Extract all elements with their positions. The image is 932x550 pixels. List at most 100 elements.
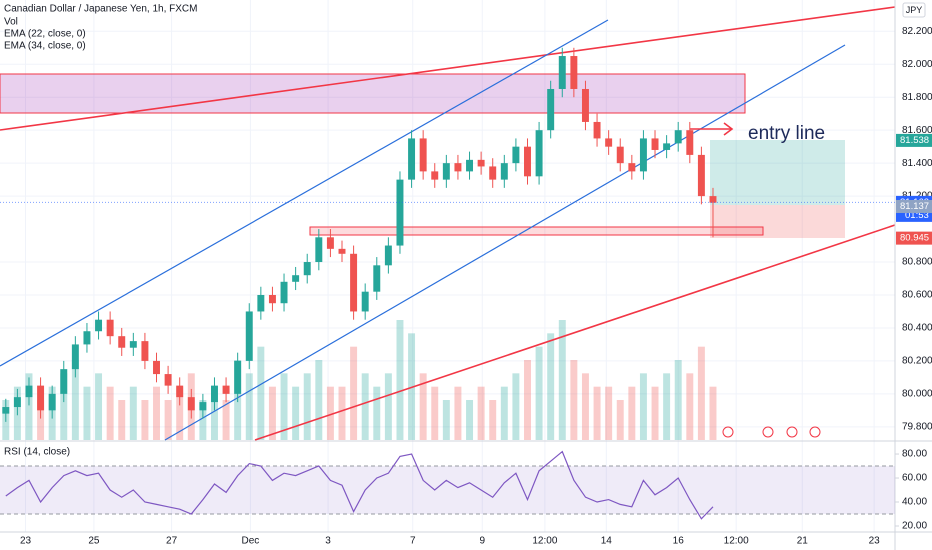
candle-body	[326, 237, 334, 249]
volume-bar	[535, 346, 543, 440]
volume-bar	[153, 386, 160, 440]
candle-body	[431, 171, 439, 180]
volume-bar	[83, 386, 91, 440]
volume-bar	[466, 400, 474, 440]
volume-bar	[384, 373, 392, 440]
rsi-band	[0, 466, 895, 515]
y-tick-label: 80.400	[902, 323, 932, 334]
event-icon[interactable]	[722, 426, 734, 438]
candle-body	[13, 397, 21, 408]
event-icon[interactable]	[786, 426, 798, 438]
volume-bar	[593, 386, 601, 440]
volume-bar	[303, 373, 311, 440]
candle-body	[153, 360, 160, 375]
candles	[2, 47, 717, 422]
volume-bar	[524, 360, 531, 440]
candle-body	[581, 88, 589, 122]
volume-bar	[338, 386, 346, 440]
candle-body	[663, 143, 671, 150]
x-tick-label: 25	[88, 536, 100, 547]
volume-bar	[222, 400, 230, 440]
candle-body	[71, 344, 79, 370]
candle-body	[60, 369, 68, 394]
y-tick-label: 81.800	[902, 92, 932, 103]
volume-bar	[373, 386, 381, 440]
x-tick-label: 27	[166, 536, 178, 547]
candle-body	[442, 163, 450, 180]
volume-bar	[199, 400, 207, 440]
candle-body	[292, 275, 300, 282]
y-tick-label: 80.000	[902, 388, 932, 399]
candle-body	[37, 385, 45, 411]
x-tick-label: 21	[797, 536, 809, 547]
candle-body	[512, 146, 520, 164]
candle-body	[373, 265, 381, 292]
candle-body	[2, 407, 10, 414]
volume-bar	[639, 373, 647, 440]
indicator-label: EMA (22, close, 0)	[4, 29, 86, 40]
indicator-label: EMA (34, close, 0)	[4, 41, 86, 52]
y-tick-label: 79.800	[902, 421, 932, 432]
x-tick-label: 12:00	[724, 536, 749, 547]
volume-bar	[512, 373, 520, 440]
rsi-title: RSI (14, close)	[4, 447, 70, 458]
candle-body	[361, 291, 369, 312]
volume-bar	[616, 400, 624, 440]
y-tick-label: 82.200	[902, 26, 932, 37]
candle-body	[558, 56, 566, 89]
trend-line	[0, 6, 896, 131]
candle-body	[570, 56, 578, 89]
event-icon[interactable]	[762, 426, 774, 438]
event-icon[interactable]	[809, 426, 821, 438]
candle-body	[303, 262, 311, 276]
x-tick-label: 7	[410, 536, 416, 547]
volume-bar	[245, 373, 253, 440]
target-zone	[710, 140, 845, 205]
volume-bar	[141, 400, 149, 440]
candle-body	[222, 385, 230, 394]
price-badge	[896, 231, 932, 245]
candle-body	[315, 237, 323, 263]
candle-body	[454, 163, 462, 172]
candle-body	[176, 385, 184, 398]
indicator-label: Vol	[4, 17, 18, 28]
chart-title: Canadian Dollar / Japanese Yen, 1h, FXCM	[4, 4, 197, 15]
x-tick-label: 12:00	[532, 536, 557, 547]
volume-bar	[628, 386, 636, 440]
volume-bar	[25, 373, 33, 440]
candle-body	[616, 146, 624, 164]
candle-body	[210, 385, 218, 403]
currency-box[interactable]	[902, 2, 926, 18]
volume-bar	[558, 320, 566, 440]
candle-body	[686, 130, 694, 155]
candle-body	[25, 385, 33, 398]
x-tick-label: 23	[869, 536, 881, 547]
candle-body	[639, 138, 647, 172]
volume-bar	[350, 346, 358, 440]
candle-body	[106, 319, 114, 337]
volume-bar	[164, 400, 172, 440]
candle-body	[48, 393, 56, 411]
volume-bar	[280, 373, 288, 440]
candle-body	[257, 294, 265, 312]
candle-body	[535, 130, 543, 177]
candle-body	[199, 402, 207, 411]
volume-bar	[176, 386, 184, 440]
grid	[0, 0, 895, 532]
y-tick-label: 81.400	[902, 158, 932, 169]
y-tick-label: 80.600	[902, 290, 932, 301]
volume-bar	[697, 346, 705, 440]
volume-bar	[605, 386, 613, 440]
candle-body	[709, 196, 717, 203]
candle-body	[651, 138, 659, 150]
candle-body	[350, 253, 358, 312]
volume-bar	[210, 386, 218, 440]
candle-body	[605, 138, 613, 147]
candle-body	[187, 397, 195, 411]
arrow-head	[723, 122, 734, 136]
candle-body	[234, 360, 242, 394]
candle-body	[419, 138, 427, 172]
volume-bar	[477, 386, 485, 440]
volume-bar	[71, 360, 79, 440]
rsi-tick-label: 80.00	[902, 449, 927, 460]
